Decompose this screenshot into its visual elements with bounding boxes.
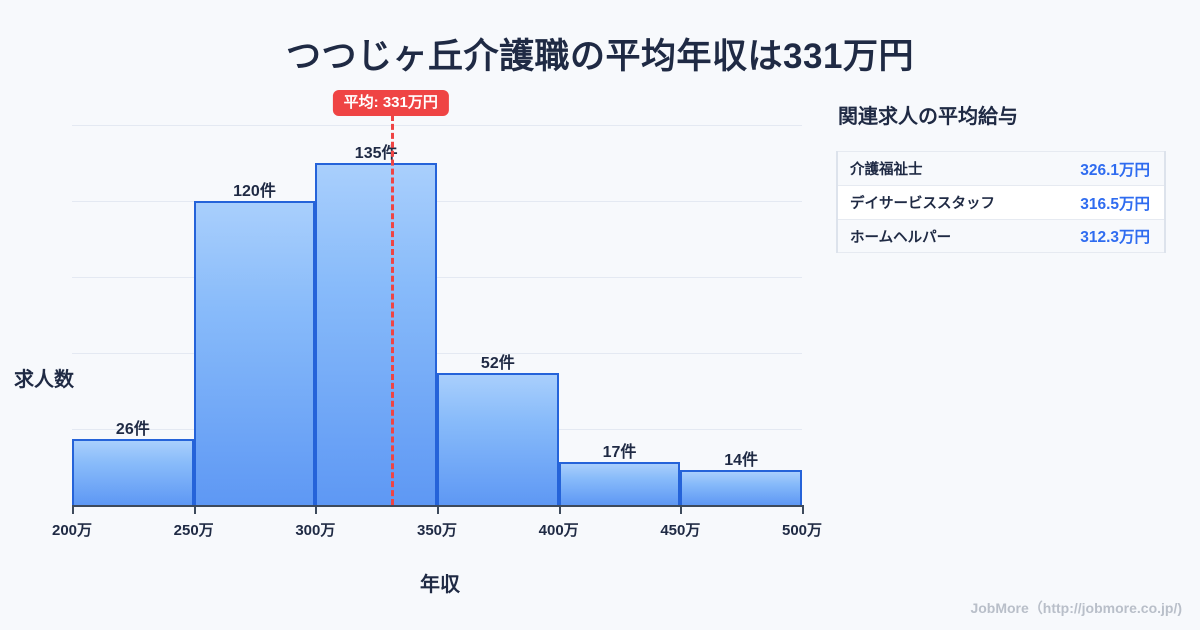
axis-tick xyxy=(802,505,804,514)
axis-tick-label: 350万 xyxy=(416,522,458,539)
related-salary-table: 介護福祉士 326.1万円デイサービススタッフ 316.5万円ホームヘルパー 312.… xyxy=(836,151,1166,253)
salary-row-value: 312.3万円 xyxy=(1080,229,1150,246)
plot-area: 26件 120件 135件 52件 17件 14件 xyxy=(72,100,802,505)
gridline xyxy=(72,277,802,279)
salary-row-name: デイサービススタッフ xyxy=(850,196,995,212)
footer-credit: JobMore（http://jobmore.co.jp/) xyxy=(970,600,1182,616)
axis-tick-label: 300万 xyxy=(295,522,336,539)
mean-line xyxy=(390,115,394,505)
histogram-bar xyxy=(315,163,437,505)
mean-badge: 平均: 331万円 xyxy=(332,90,449,117)
axis-tick xyxy=(193,505,196,514)
related-salary-panel: 関連求人の平均給与 介護福祉士 326.1万円デイサービススタッフ 316.5万円ホ… xyxy=(836,100,1166,253)
histogram-bar xyxy=(193,201,316,505)
axis-tick-label: 400万 xyxy=(538,522,579,539)
bar-value-label: 120件 xyxy=(233,183,276,201)
axis-tick-label: 250万 xyxy=(173,522,214,539)
histogram-chart: 26件 120件 135件 52件 17件 14件 200万 250万 300万 350万 400… xyxy=(0,85,822,605)
histogram-bar xyxy=(72,439,194,505)
salary-table-row: デイサービススタッフ 316.5万円 xyxy=(838,185,1164,219)
bar-value-label: 26件 xyxy=(115,421,150,439)
axis-tick xyxy=(315,505,318,514)
related-salary-title: 関連求人の平均給与 xyxy=(838,106,1018,128)
histogram-bar xyxy=(437,373,559,505)
salary-row-name: 介護福祉士 xyxy=(850,162,923,178)
histogram-bar xyxy=(558,461,681,505)
histogram-bar xyxy=(680,469,802,505)
axis-tick xyxy=(680,505,683,514)
bar-value-label: 14件 xyxy=(724,451,759,469)
axis-tick xyxy=(558,505,561,514)
salary-row-name: ホームヘルパー xyxy=(850,229,952,246)
axis-tick-label: 500万 xyxy=(781,522,823,539)
salary-row-value: 326.1万円 xyxy=(1080,161,1150,179)
gridline xyxy=(72,353,802,355)
axis-tick-label: 450万 xyxy=(660,522,701,539)
gridline xyxy=(72,201,802,203)
bar-value-label: 52件 xyxy=(480,355,515,373)
axis-tick xyxy=(72,505,74,514)
x-axis-title: 年収 xyxy=(420,574,460,596)
axis-tick xyxy=(437,505,439,514)
y-axis-title: 求人数 xyxy=(14,369,74,391)
axis-tick-label: 200万 xyxy=(51,522,93,539)
bar-value-label: 17件 xyxy=(602,443,637,461)
gridline xyxy=(72,125,802,127)
bar-value-label: 135件 xyxy=(354,145,398,163)
salary-table-row: ホームヘルパー 312.3万円 xyxy=(838,219,1164,253)
salary-table-row: 介護福祉士 326.1万円 xyxy=(838,151,1164,185)
page-title: つつじヶ丘介護職の平均年収は331万円 xyxy=(286,37,914,76)
salary-row-value: 316.5万円 xyxy=(1080,195,1150,213)
